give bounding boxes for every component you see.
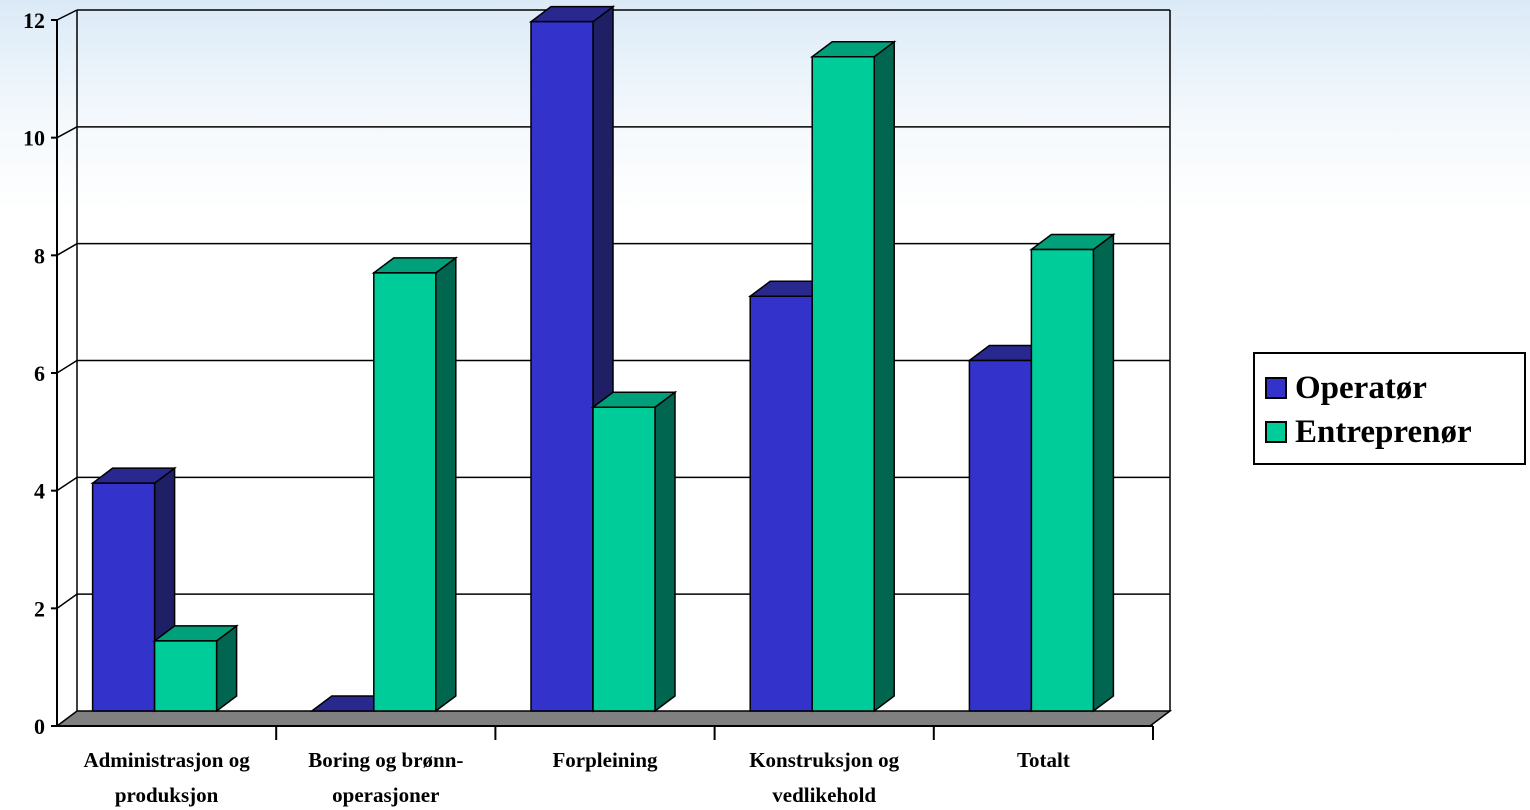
x-tick-labels: Administrasjon og produksjon Boring og brø… (83, 748, 1069, 807)
legend-label-operator: Operatør (1295, 369, 1427, 406)
side-wall-gridline (56, 593, 78, 609)
floor-plane (54, 710, 1173, 727)
legend-item-contractor: Entreprenør (1265, 412, 1472, 452)
bar (153, 640, 218, 712)
bar (592, 406, 656, 712)
legend-item-operator: Operatør (1265, 368, 1427, 408)
x-tick-label: Forpleining (552, 748, 658, 772)
legend: Operatør Entreprenør (1253, 352, 1526, 465)
side-wall-gridline (56, 243, 78, 256)
x-tick-label: vedlikehold (772, 783, 876, 807)
legend-swatch-contractor (1265, 421, 1287, 443)
bar (530, 20, 594, 712)
bar-side (873, 40, 895, 713)
bar-side (654, 390, 676, 713)
bars (90, 5, 1116, 713)
bar (373, 272, 437, 712)
bar (1030, 248, 1095, 712)
x-tick-label: Totalt (1017, 748, 1070, 772)
bar (968, 359, 1033, 712)
y-tick-label: 2 (34, 596, 45, 621)
legend-swatch-operator (1265, 377, 1287, 399)
x-tick-label: operasjoner (332, 783, 439, 807)
side-wall-gridline (56, 359, 78, 374)
bar (91, 482, 156, 712)
x-tick-label: Administrasjon og (83, 748, 250, 772)
chart-floor (54, 710, 1173, 727)
x-tick-label: Konstruksjon og (749, 748, 899, 772)
y-tick-labels: 0 2 4 6 8 10 12 (23, 8, 45, 739)
side-wall-gridline (56, 9, 78, 21)
y-tick-label: 0 (34, 714, 45, 739)
bar-side (435, 256, 457, 713)
bar (811, 55, 875, 712)
x-tick-label: produksjon (115, 783, 219, 807)
legend-label-contractor: Entreprenør (1295, 413, 1472, 450)
axes (51, 9, 1154, 740)
side-wall-gridline (56, 126, 78, 139)
bar (749, 295, 813, 712)
x-tick-label: Boring og brønn- (308, 748, 463, 772)
y-tick-label: 4 (34, 479, 45, 504)
y-tick-label: 8 (34, 243, 45, 268)
bar-side (1092, 233, 1115, 713)
y-tick-label: 10 (23, 126, 45, 151)
y-tick-label: 12 (23, 8, 45, 33)
y-tick-label: 6 (34, 361, 45, 386)
side-wall-gridline (56, 476, 78, 492)
